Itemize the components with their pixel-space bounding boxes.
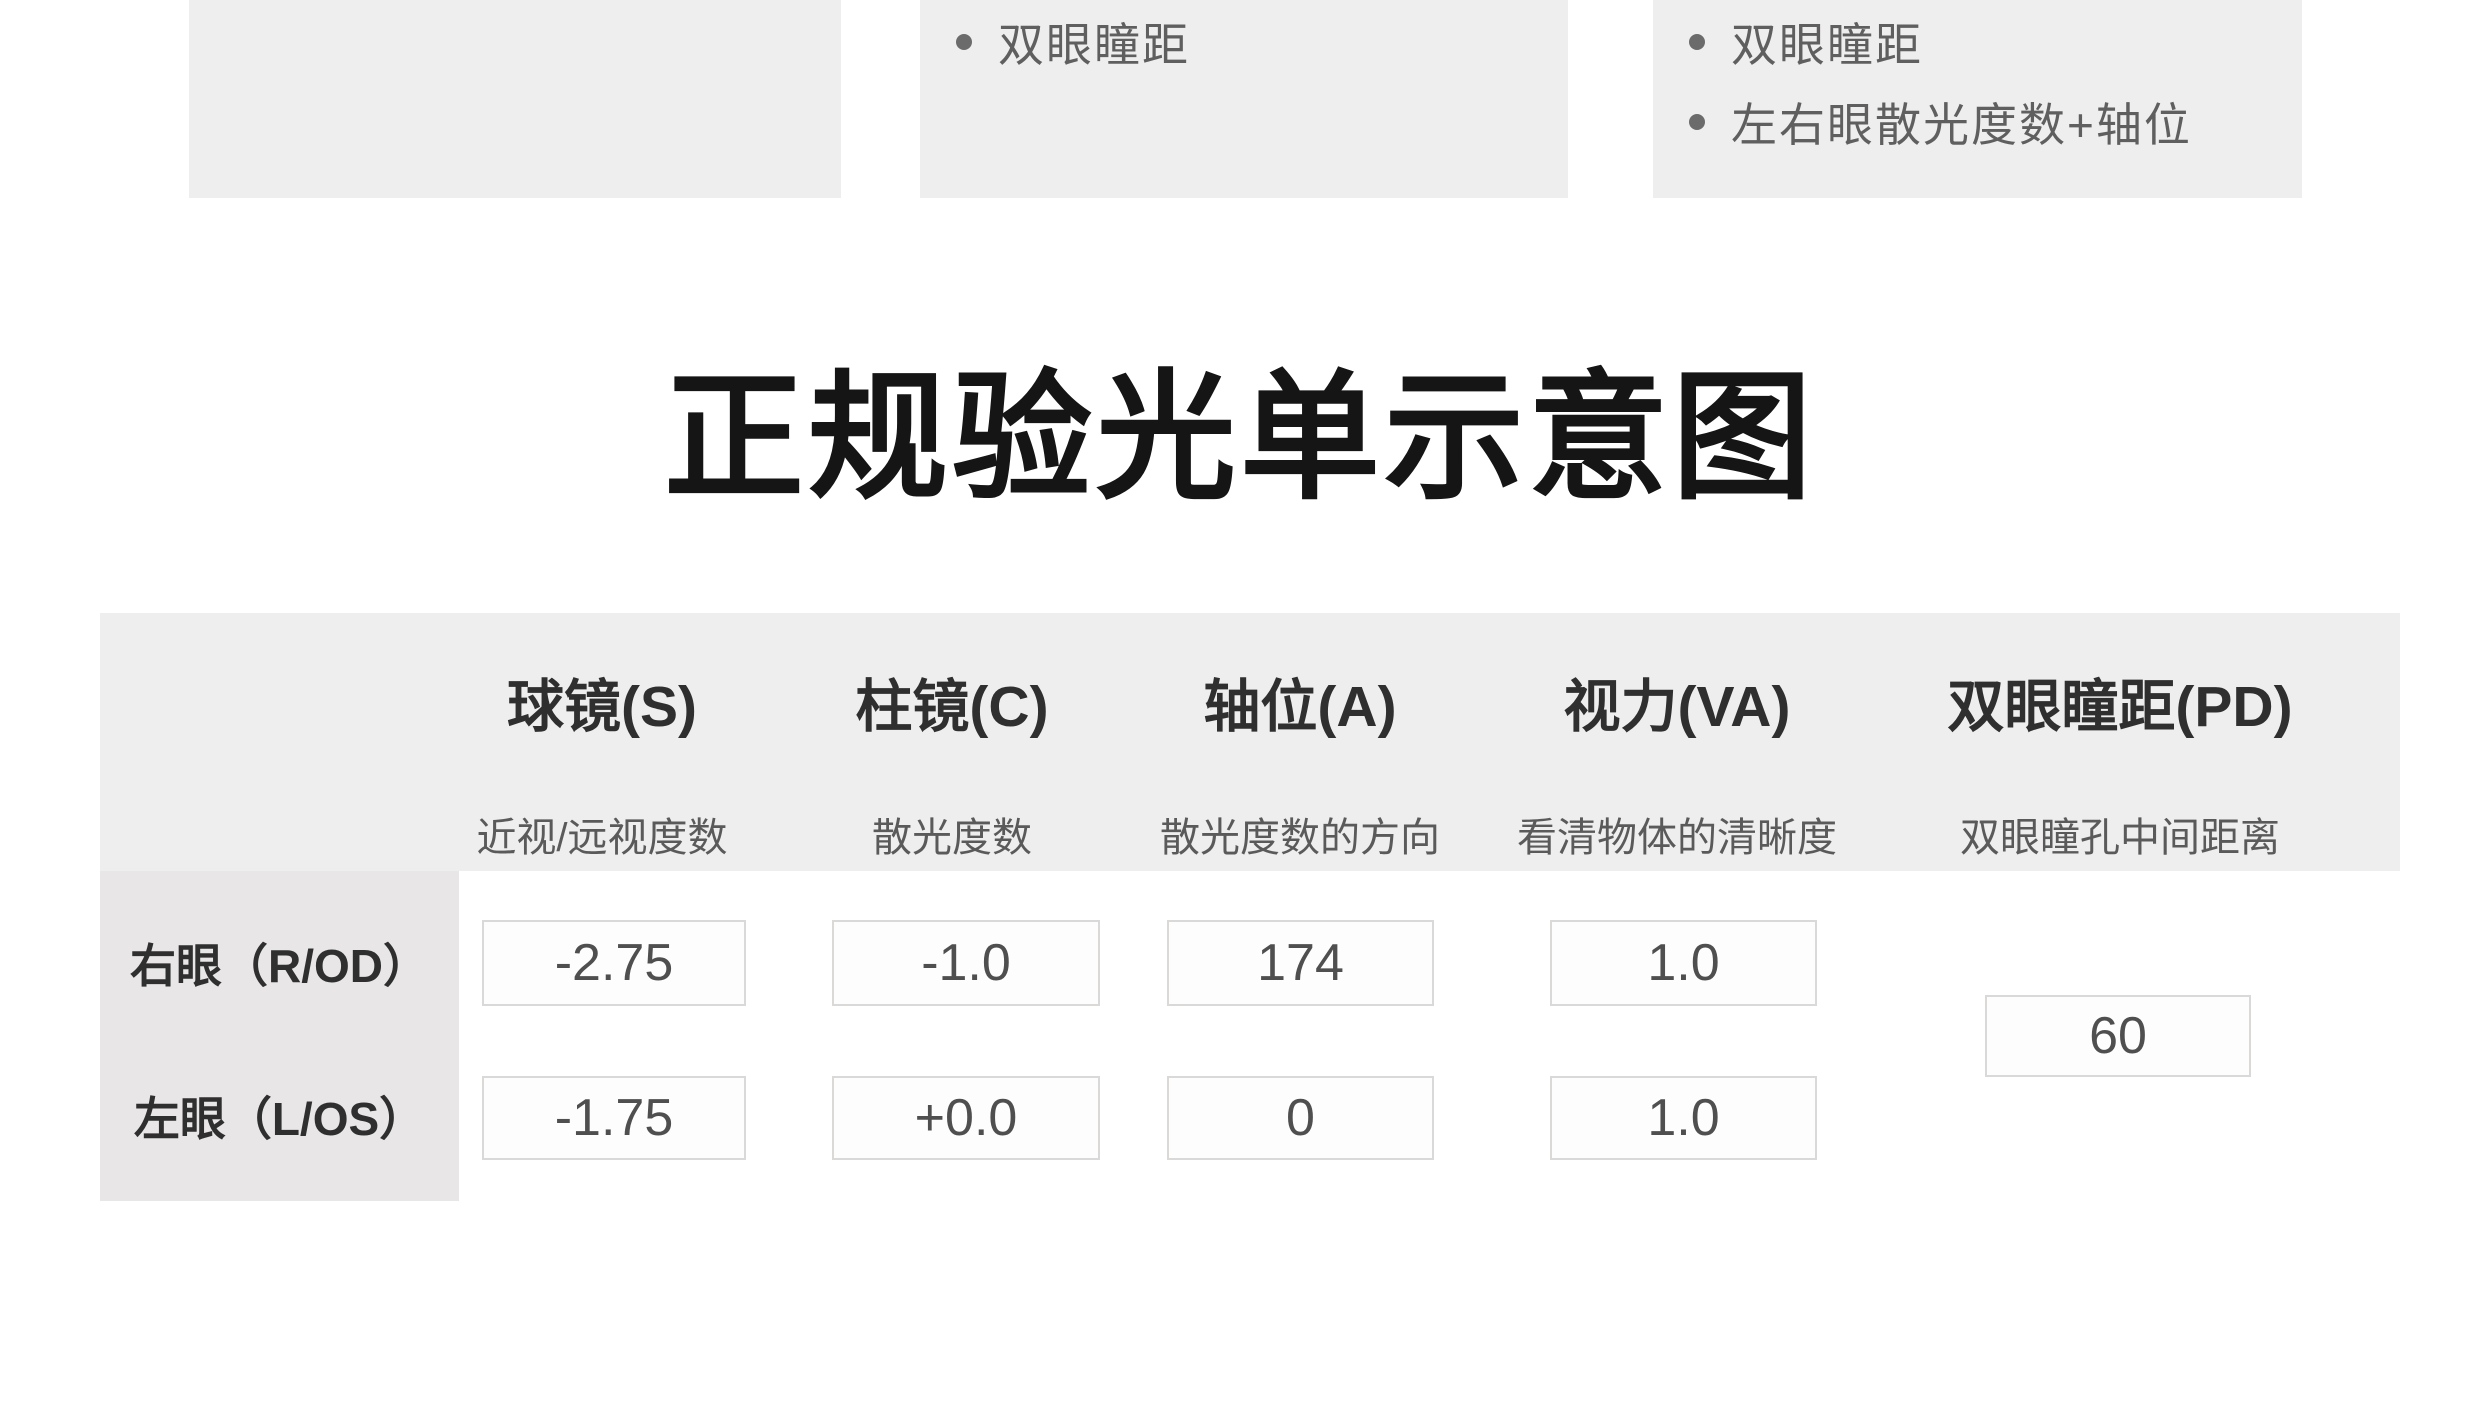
note-list: 双眼瞳距 左右眼散光度数+轴位 — [1653, 0, 2302, 162]
value-box-axis-right: 174 — [1167, 920, 1434, 1006]
note-text: 双眼瞳距 — [998, 19, 1190, 71]
column-header-cylinder: 柱镜(C) — [855, 675, 1049, 739]
value-box-va-left: 1.0 — [1550, 1076, 1817, 1160]
column-header-pd: 双眼瞳距(PD) — [1947, 675, 2293, 739]
value-box-cylinder-left: +0.0 — [832, 1076, 1100, 1160]
value-box-sphere-right: -2.75 — [482, 920, 746, 1006]
note-text: 双眼瞳距 — [1731, 19, 1923, 71]
column-axis: 轴位(A) 散光度数的方向 — [1090, 613, 1510, 863]
info-card-1 — [189, 0, 841, 198]
column-subheader-cylinder: 散光度数 — [872, 816, 1032, 860]
note-item: 双眼瞳距 — [1689, 2, 2302, 82]
column-subheader-sphere: 近视/远视度数 — [476, 816, 728, 860]
row-label-left-eye: 左眼（L/OS） — [133, 1093, 426, 1145]
info-card-2: 双眼瞳距 — [920, 0, 1568, 198]
bullet-icon — [1689, 34, 1705, 50]
value-box-va-right: 1.0 — [1550, 920, 1817, 1006]
column-subheader-axis: 散光度数的方向 — [1160, 816, 1440, 860]
info-card-3: 双眼瞳距 左右眼散光度数+轴位 — [1653, 0, 2302, 198]
value-box-pd: 60 — [1985, 995, 2251, 1077]
column-cylinder: 柱镜(C) 散光度数 — [742, 613, 1162, 863]
column-visual-acuity: 视力(VA) 看清物体的清晰度 — [1467, 613, 1887, 863]
column-sphere: 球镜(S) 近视/远视度数 — [392, 613, 812, 863]
value-box-cylinder-right: -1.0 — [832, 920, 1100, 1006]
table-header-band: 球镜(S) 近视/远视度数 柱镜(C) 散光度数 轴位(A) 散光度数的方向 视… — [100, 613, 2400, 871]
column-subheader-visual-acuity: 看清物体的清晰度 — [1517, 816, 1837, 860]
bullet-icon — [956, 34, 972, 50]
note-list: 双眼瞳距 — [920, 0, 1568, 82]
value-box-sphere-left: -1.75 — [482, 1076, 746, 1160]
note-item: 双眼瞳距 — [956, 2, 1568, 82]
value-box-axis-left: 0 — [1167, 1076, 1434, 1160]
row-label-column: 右眼（R/OD） 左眼（L/OS） — [100, 871, 459, 1201]
column-header-axis: 轴位(A) — [1203, 675, 1397, 739]
note-item: 左右眼散光度数+轴位 — [1689, 82, 2302, 162]
column-subheader-pd: 双眼瞳孔中间距离 — [1960, 816, 2280, 860]
column-pd: 双眼瞳距(PD) 双眼瞳孔中间距离 — [1880, 613, 2360, 863]
column-header-visual-acuity: 视力(VA) — [1563, 675, 1791, 739]
note-text: 左右眼散光度数+轴位 — [1731, 99, 2192, 151]
bullet-icon — [1689, 114, 1705, 130]
column-header-sphere: 球镜(S) — [507, 675, 697, 739]
row-label-right-eye: 右眼（R/OD） — [130, 940, 429, 992]
section-title: 正规验光单示意图 — [663, 359, 1816, 516]
